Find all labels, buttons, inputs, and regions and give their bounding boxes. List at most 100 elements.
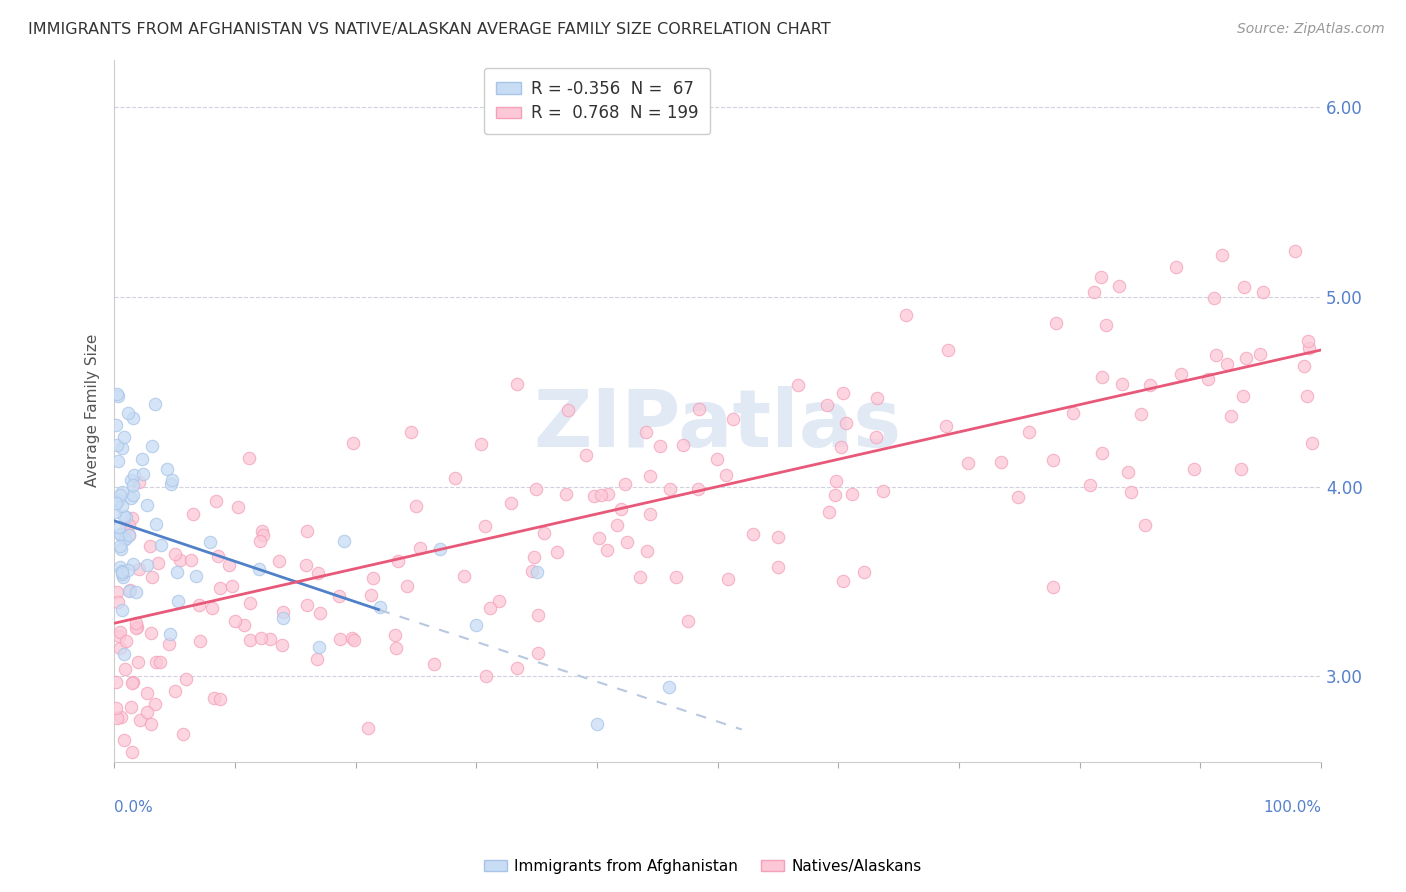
Point <box>524 482 547 496</box>
Point <box>688 402 710 417</box>
Point <box>267 554 290 568</box>
Point <box>121 745 143 759</box>
Point <box>501 496 523 510</box>
Point <box>114 532 136 546</box>
Point <box>107 595 129 609</box>
Point <box>401 425 423 439</box>
Point <box>117 563 139 577</box>
Point <box>108 492 131 507</box>
Point <box>1042 580 1064 594</box>
Point <box>1116 465 1139 479</box>
Point <box>111 603 134 617</box>
Point <box>162 473 184 487</box>
Point <box>202 690 225 705</box>
Point <box>207 549 229 563</box>
Point <box>104 418 127 433</box>
Point <box>586 717 609 731</box>
Point <box>1205 348 1227 362</box>
Point <box>122 467 145 482</box>
Point <box>852 565 875 579</box>
Point <box>714 468 737 483</box>
Point <box>865 430 887 444</box>
Point <box>628 570 651 584</box>
Point <box>250 632 273 646</box>
Point <box>110 710 132 724</box>
Point <box>111 485 134 500</box>
Text: IMMIGRANTS FROM AFGHANISTAN VS NATIVE/ALASKAN AVERAGE FAMILY SIZE CORRELATION CH: IMMIGRANTS FROM AFGHANISTAN VS NATIVE/AL… <box>28 22 831 37</box>
Point <box>465 618 488 632</box>
Point <box>183 507 205 521</box>
Point <box>309 607 332 621</box>
Point <box>1111 376 1133 391</box>
Point <box>385 640 408 655</box>
Point <box>614 477 637 491</box>
Point <box>872 484 894 499</box>
Point <box>896 308 918 322</box>
Point <box>128 561 150 575</box>
Point <box>295 524 318 538</box>
Point <box>329 632 352 647</box>
Point <box>143 397 166 411</box>
Point <box>127 655 149 669</box>
Point <box>557 402 579 417</box>
Point <box>163 684 186 698</box>
Point <box>1197 371 1219 385</box>
Point <box>295 599 318 613</box>
Point <box>866 391 889 405</box>
Point <box>835 416 858 430</box>
Point <box>786 377 808 392</box>
Point <box>252 528 274 542</box>
Point <box>526 565 548 579</box>
Point <box>239 632 262 647</box>
Point <box>112 648 135 662</box>
Point <box>825 474 848 488</box>
Point <box>104 504 127 518</box>
Point <box>165 547 187 561</box>
Point <box>180 552 202 566</box>
Point <box>110 541 132 556</box>
Point <box>201 601 224 615</box>
Legend: R = -0.356  N =  67, R =  0.768  N = 199: R = -0.356 N = 67, R = 0.768 N = 199 <box>484 68 710 134</box>
Point <box>112 733 135 747</box>
Point <box>527 607 550 622</box>
Point <box>574 448 596 462</box>
Point <box>830 440 852 454</box>
Point <box>596 543 619 558</box>
Point <box>650 439 672 453</box>
Point <box>357 721 380 735</box>
Point <box>118 584 141 599</box>
Point <box>527 647 550 661</box>
Point <box>110 499 132 513</box>
Point <box>238 450 260 465</box>
Point <box>588 532 610 546</box>
Point <box>429 542 451 557</box>
Point <box>505 376 527 391</box>
Point <box>166 565 188 579</box>
Point <box>606 517 628 532</box>
Point <box>221 579 243 593</box>
Point <box>160 477 183 491</box>
Point <box>1219 409 1241 424</box>
Point <box>118 582 141 597</box>
Point <box>1045 317 1067 331</box>
Point <box>1296 334 1319 348</box>
Point <box>239 596 262 610</box>
Point <box>422 657 444 671</box>
Point <box>990 455 1012 469</box>
Point <box>110 528 132 542</box>
Point <box>271 611 294 625</box>
Point <box>342 633 364 648</box>
Point <box>128 713 150 727</box>
Point <box>1202 291 1225 305</box>
Point <box>409 541 432 555</box>
Point <box>1298 341 1320 355</box>
Point <box>1062 406 1084 420</box>
Y-axis label: Average Family Size: Average Family Size <box>86 334 100 487</box>
Point <box>145 516 167 531</box>
Point <box>233 617 256 632</box>
Point <box>136 686 159 700</box>
Point <box>141 570 163 584</box>
Point <box>554 487 576 501</box>
Point <box>111 564 134 578</box>
Point <box>141 717 163 731</box>
